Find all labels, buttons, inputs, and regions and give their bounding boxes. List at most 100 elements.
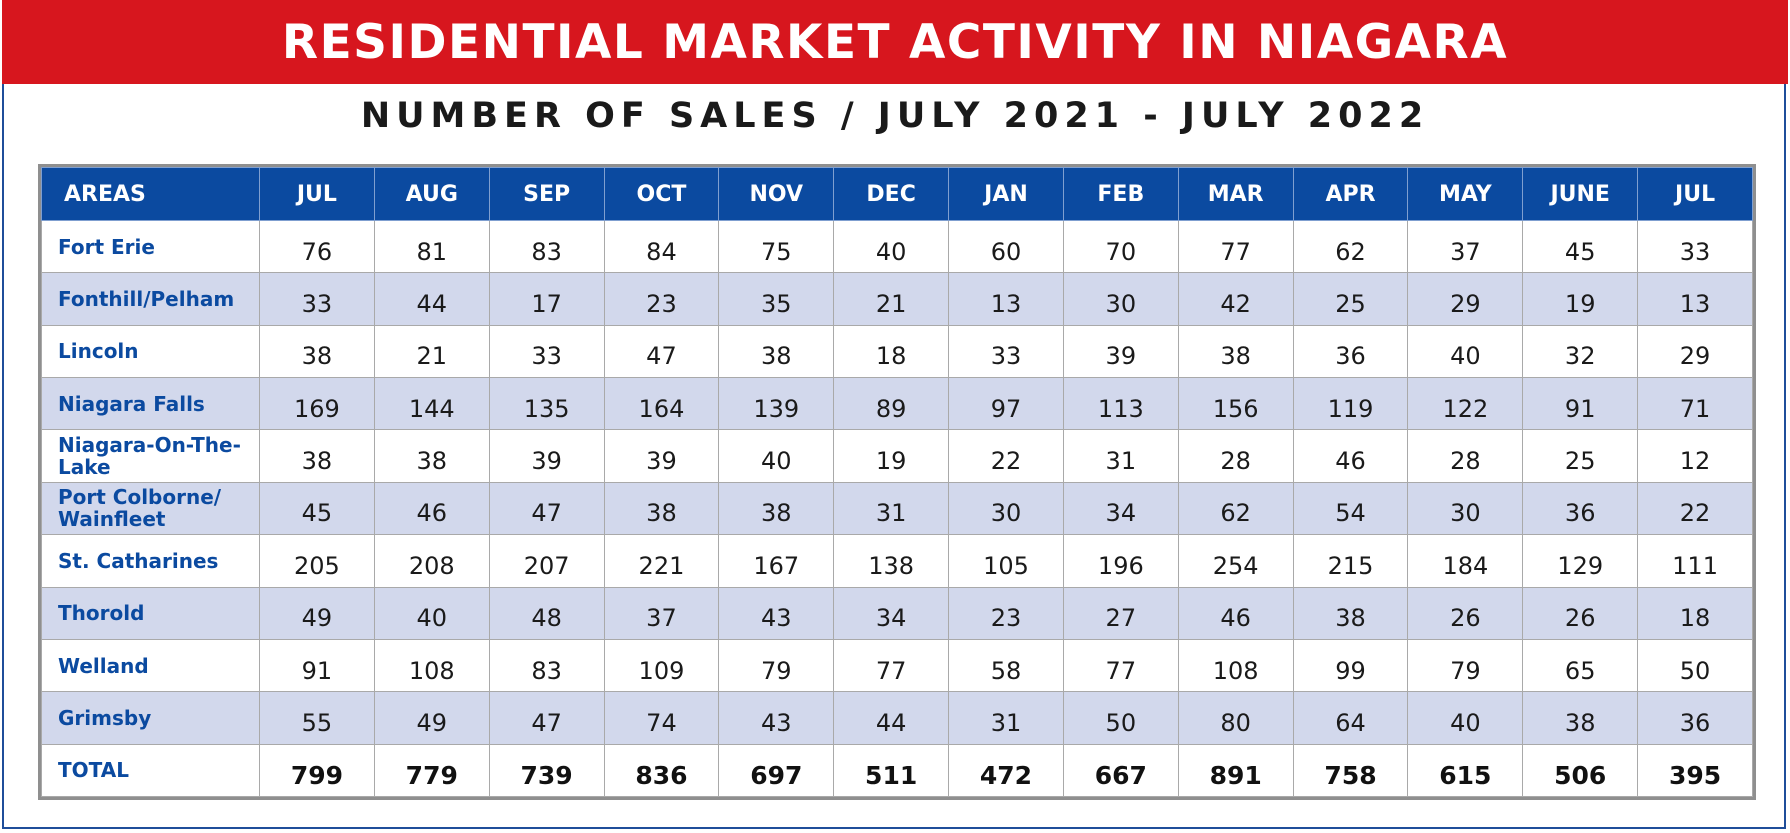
sales-value-cell: 34 [1062,481,1179,536]
sales-value-cell: 46 [1177,586,1294,640]
sales-value-cell: 164 [603,377,720,431]
sales-value-cell: 81 [373,219,490,274]
sales-value-cell: 50 [1062,691,1179,745]
sales-value-cell: 122 [1407,377,1524,431]
sales-value-cell: 49 [373,691,490,745]
sales-value-cell: 21 [373,324,490,379]
month-column-header: JUNE [1522,167,1639,221]
sales-value-cell: 39 [603,429,720,483]
sales-value-cell: 30 [948,481,1064,536]
sales-value-cell: 38 [259,429,375,483]
sales-value-cell: 43 [718,586,835,640]
sales-value-cell: 40 [1407,691,1524,745]
sales-value-cell: 19 [1522,272,1639,326]
sales-value-cell: 207 [488,534,605,588]
sales-value-cell: 38 [718,324,835,379]
sales-value-cell: 38 [1292,586,1409,640]
areas-column-header: AREAS [41,167,260,221]
sales-value-cell: 26 [1407,586,1524,640]
sales-value-cell: 79 [718,638,835,693]
sales-value-cell: 70 [1062,219,1179,274]
sales-value-cell: 17 [488,272,605,326]
sales-value-cell: 60 [948,219,1064,274]
sales-value-cell: 77 [1062,638,1179,693]
area-name-cell: Lincoln [41,324,260,379]
sales-value-cell: 25 [1522,429,1639,483]
area-name-cell: Niagara Falls [41,377,260,431]
sales-value-cell: 29 [1637,324,1753,379]
sales-value-cell: 22 [1637,481,1753,536]
table-row: Niagara-On-The-Lake 38 38 39 39 40 19 22 31 28 46 2… [41,429,1753,483]
sales-value-cell: 76 [259,219,375,274]
month-column-header: MAY [1407,167,1524,221]
sales-value-cell: 23 [948,586,1064,640]
sales-value-cell: 91 [259,638,375,693]
total-value-cell: 395 [1637,743,1753,798]
sales-value-cell: 37 [603,586,720,640]
sales-value-cell: 32 [1522,324,1639,379]
month-column-header: NOV [718,167,835,221]
sales-value-cell: 84 [603,219,720,274]
area-name-cell: Fonthill/Pelham [41,272,260,326]
sales-value-cell: 18 [1637,586,1753,640]
area-name-cell: Fort Erie [41,219,260,274]
month-column-header: AUG [373,167,490,221]
sales-value-cell: 38 [1177,324,1294,379]
month-column-header: JUL [1637,167,1753,221]
sales-value-cell: 33 [1637,219,1753,274]
total-value-cell: 615 [1407,743,1524,798]
table-body: Fort Erie 76 81 83 84 75 40 60 70 77 62 37 45 33 Fonth… [41,219,1753,798]
table-row: Fort Erie 76 81 83 84 75 40 60 70 77 62 37 45 33 [41,219,1753,274]
sales-value-cell: 139 [718,377,835,431]
sales-value-cell: 167 [718,534,835,588]
total-value-cell: 799 [259,743,375,798]
sales-value-cell: 38 [259,324,375,379]
sales-value-cell: 44 [373,272,490,326]
total-value-cell: 779 [373,743,490,798]
sales-value-cell: 83 [488,638,605,693]
sales-value-cell: 58 [948,638,1064,693]
sales-value-cell: 156 [1177,377,1294,431]
total-row: TOTAL 799 779 739 836 697 511 472 667 891 758 615 50… [41,743,1753,798]
sales-value-cell: 43 [718,691,835,745]
sales-value-cell: 40 [833,219,950,274]
month-column-header: FEB [1062,167,1179,221]
sales-value-cell: 254 [1177,534,1294,588]
total-value-cell: 697 [718,743,835,798]
sales-value-cell: 215 [1292,534,1409,588]
sales-value-cell: 29 [1407,272,1524,326]
sales-value-cell: 62 [1292,219,1409,274]
sales-value-cell: 40 [718,429,835,483]
table-row: Niagara Falls 169 144 135 164 139 89 97 113 156 11… [41,377,1753,431]
sales-value-cell: 13 [1637,272,1753,326]
sales-value-cell: 38 [718,481,835,536]
sales-value-cell: 97 [948,377,1064,431]
sales-table: AREAS JUL AUG SEP OCT NOV DEC JAN FEB MAR APR MAY J… [41,167,1753,798]
sales-value-cell: 46 [373,481,490,536]
sales-value-cell: 39 [488,429,605,483]
sales-value-cell: 47 [603,324,720,379]
sales-value-cell: 221 [603,534,720,588]
sales-value-cell: 36 [1292,324,1409,379]
sales-value-cell: 47 [488,481,605,536]
sales-value-cell: 40 [1407,324,1524,379]
table-row: Welland 91 108 83 109 79 77 58 77 108 99 79 65 50 [41,638,1753,693]
area-name-cell: Grimsby [41,691,260,745]
sales-value-cell: 37 [1407,219,1524,274]
sales-value-cell: 38 [373,429,490,483]
table-row: Grimsby 55 49 47 74 43 44 31 50 80 64 40 38 36 [41,691,1753,745]
sales-value-cell: 45 [259,481,375,536]
table-header-row: AREAS JUL AUG SEP OCT NOV DEC JAN FEB MAR APR MAY J… [41,167,1753,221]
sales-value-cell: 99 [1292,638,1409,693]
sales-value-cell: 65 [1522,638,1639,693]
table-subtitle: NUMBER OF SALES / JULY 2021 - JULY 2022 [360,96,1430,136]
month-column-header: JUL [259,167,375,221]
sales-value-cell: 12 [1637,429,1753,483]
sales-table-container: AREAS JUL AUG SEP OCT NOV DEC JAN FEB MAR APR MAY J… [38,164,1756,800]
sales-value-cell: 31 [833,481,950,536]
sales-value-cell: 108 [1177,638,1294,693]
area-name-cell: Niagara-On-The-Lake [41,429,260,483]
sales-value-cell: 42 [1177,272,1294,326]
sales-value-cell: 89 [833,377,950,431]
month-column-header: APR [1292,167,1409,221]
